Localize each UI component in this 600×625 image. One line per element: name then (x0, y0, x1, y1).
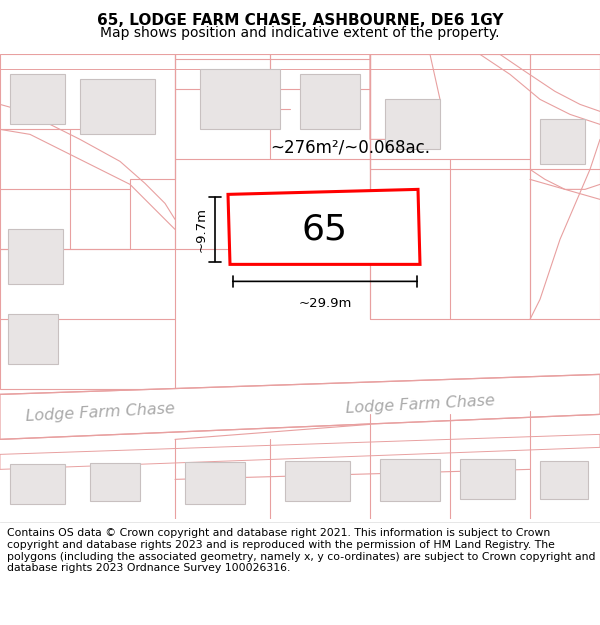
Bar (80, 79, 155, 134)
Text: 65, LODGE FARM CHASE, ASHBOURNE, DE6 1GY: 65, LODGE FARM CHASE, ASHBOURNE, DE6 1GY (97, 13, 503, 28)
Text: Map shows position and indicative extent of the property.: Map shows position and indicative extent… (100, 26, 500, 40)
Polygon shape (228, 189, 420, 264)
Text: Lodge Farm Chase: Lodge Farm Chase (25, 401, 175, 424)
Text: ~9.7m: ~9.7m (195, 207, 208, 252)
Bar (385, 99, 440, 149)
Polygon shape (0, 374, 600, 439)
Bar (300, 74, 360, 129)
Bar (540, 119, 585, 164)
Bar (200, 69, 280, 129)
Bar (8, 314, 58, 364)
Bar (380, 459, 440, 501)
Bar (460, 459, 515, 499)
Bar (10, 464, 65, 504)
Text: 65: 65 (302, 213, 348, 246)
Text: ~29.9m: ~29.9m (298, 298, 352, 311)
Text: Lodge Farm Chase: Lodge Farm Chase (345, 393, 495, 416)
Bar (90, 463, 140, 501)
Text: ~276m²/~0.068ac.: ~276m²/~0.068ac. (270, 138, 430, 156)
Bar (185, 462, 245, 504)
Text: Contains OS data © Crown copyright and database right 2021. This information is : Contains OS data © Crown copyright and d… (7, 528, 596, 573)
Bar (285, 461, 350, 501)
Bar (10, 74, 65, 124)
Bar (8, 229, 63, 284)
Bar (540, 461, 588, 499)
